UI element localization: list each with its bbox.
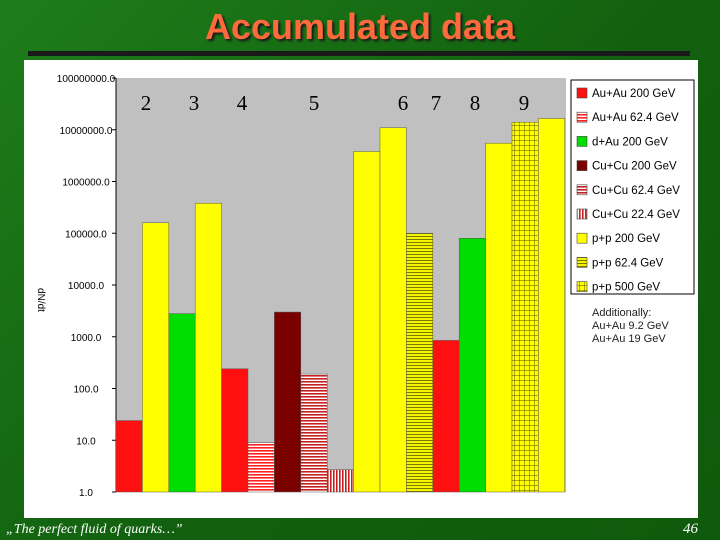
y-tick-label: 100000.0 — [65, 229, 107, 240]
legend-swatch — [576, 184, 588, 196]
bar — [168, 313, 196, 493]
footer-text: „The perfect fluid of quarks…” — [6, 522, 183, 537]
legend-swatch — [576, 257, 588, 268]
legend-swatch — [576, 136, 588, 147]
slide-number: 46 — [683, 521, 698, 537]
bar — [353, 151, 381, 493]
legend-label: p+p 500 GeV — [592, 282, 660, 294]
y-tick-label: 10000.0 — [68, 281, 105, 292]
group-number-label: 6 — [398, 91, 409, 115]
y-tick-label: 100000000.0 — [57, 74, 116, 85]
bar — [538, 118, 566, 493]
bar — [379, 127, 407, 493]
bar — [458, 238, 486, 493]
slide-title: Accumulated data — [204, 6, 516, 47]
group-number-label: 5 — [309, 91, 320, 115]
legend-label: Cu+Cu 200 GeV — [592, 161, 677, 173]
legend-label: d+Au 200 GeV — [592, 136, 668, 148]
legend-swatch — [576, 111, 588, 123]
legend-swatch — [576, 87, 588, 99]
bar — [247, 442, 275, 493]
legend-label: p+p 200 GeV — [592, 233, 660, 245]
bar — [115, 420, 143, 493]
group-number-label: 9 — [519, 91, 530, 115]
bar — [300, 373, 328, 493]
legend-label: Au+Au 200 GeV — [592, 88, 676, 100]
group-number-label: 8 — [470, 91, 481, 115]
legend-note-line: Au+Au 9.2 GeV — [592, 320, 669, 332]
bar — [274, 311, 302, 493]
group-number-label: 3 — [189, 91, 200, 115]
legend-label: Cu+Cu 62.4 GeV — [592, 185, 680, 197]
legend-label: p+p 62.4 GeV — [592, 257, 664, 269]
legend-label: Cu+Cu 22.4 GeV — [592, 209, 680, 221]
legend-swatch — [576, 232, 588, 244]
y-tick-label: 1000.0 — [71, 333, 102, 344]
bar — [194, 202, 222, 493]
bar — [432, 340, 460, 493]
bar — [142, 222, 170, 493]
y-tick-label: 10.0 — [76, 436, 96, 447]
legend-swatch — [576, 160, 588, 171]
chart-panel: 100000000.0 10000000.0 1000000.0 100000.0 10… — [24, 60, 698, 518]
y-axis-label: dN/dt — [35, 288, 46, 312]
y-tick-label: 1.0 — [79, 488, 93, 499]
title-underline — [28, 51, 690, 56]
legend-note-line: Additionally: — [592, 307, 651, 319]
legend-swatch — [576, 281, 588, 292]
bar — [485, 142, 513, 493]
legend-box — [570, 79, 695, 295]
group-number-label: 2 — [141, 91, 152, 115]
legend-note-line: Au+Au 19 GeV — [592, 333, 666, 345]
legend-swatch — [576, 208, 588, 220]
chart-svg: 100000000.0 10000000.0 1000000.0 100000.0 10… — [35, 74, 695, 499]
y-tick-label: 1000000.0 — [62, 178, 110, 189]
y-tick-label: 10000000.0 — [60, 126, 113, 137]
y-tick-label: 100.0 — [73, 385, 98, 396]
bar — [221, 368, 249, 493]
group-number-label: 7 — [431, 91, 442, 115]
bar — [326, 469, 354, 493]
legend-label: Au+Au 62.4 GeV — [592, 112, 679, 124]
group-number-label: 4 — [237, 91, 248, 115]
bar — [406, 233, 434, 493]
bar — [511, 121, 539, 493]
